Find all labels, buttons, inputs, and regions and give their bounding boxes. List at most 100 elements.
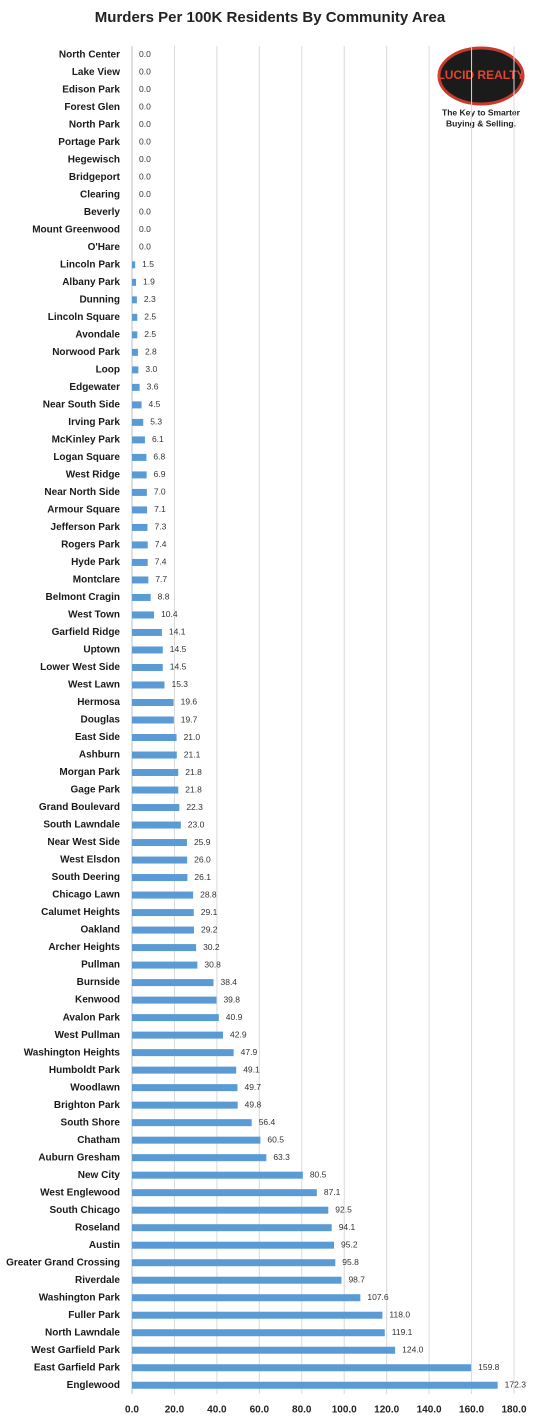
value-label: 119.1 xyxy=(392,1327,413,1337)
y-tick-label: Pullman xyxy=(81,960,120,971)
value-label: 2.5 xyxy=(144,329,156,339)
bar xyxy=(132,418,144,426)
value-label: 30.2 xyxy=(203,942,220,952)
bar xyxy=(132,1241,335,1249)
value-label: 26.0 xyxy=(194,854,211,864)
y-tick-label: Lincoln Square xyxy=(48,312,121,323)
bar xyxy=(132,296,137,304)
y-tick-label: Forest Glen xyxy=(64,102,120,113)
bar xyxy=(132,804,180,812)
value-label: 3.0 xyxy=(145,364,157,374)
y-tick-label: West Town xyxy=(68,610,120,621)
bar xyxy=(132,628,162,636)
bar xyxy=(132,839,187,847)
y-tick-label: West Elsdon xyxy=(60,855,120,866)
bar xyxy=(132,1014,219,1022)
bar xyxy=(132,996,217,1004)
y-tick-label: Hegewisch xyxy=(68,154,120,165)
value-label: 94.1 xyxy=(339,1222,356,1232)
y-tick-label: Burnside xyxy=(77,977,121,988)
y-tick-label: Bridgeport xyxy=(69,172,121,183)
bar xyxy=(132,1154,267,1162)
y-tick-label: Dunning xyxy=(79,294,120,305)
value-label: 95.8 xyxy=(342,1257,359,1267)
y-tick-label: Morgan Park xyxy=(59,767,120,778)
value-label: 15.3 xyxy=(171,679,188,689)
value-label: 6.9 xyxy=(154,469,166,479)
y-tick-label: Chicago Lawn xyxy=(52,890,120,901)
y-tick-label: Irving Park xyxy=(68,417,120,428)
bar xyxy=(132,1119,252,1127)
y-tick-label: Kenwood xyxy=(75,995,120,1006)
value-label: 49.8 xyxy=(245,1099,262,1109)
value-label: 7.4 xyxy=(155,539,167,549)
y-tick-label: West Pullman xyxy=(55,1030,120,1041)
bar xyxy=(132,1136,261,1144)
y-tick-label: Gage Park xyxy=(71,785,121,796)
y-tick-label: Oakland xyxy=(81,925,120,936)
y-tick-label: Jefferson Park xyxy=(51,522,121,533)
value-label: 49.1 xyxy=(243,1064,260,1074)
value-label: 7.3 xyxy=(154,522,166,532)
value-label: 0.0 xyxy=(139,119,151,129)
x-tick-label: 20.0 xyxy=(165,1405,185,1416)
value-label: 172.3 xyxy=(505,1379,527,1389)
y-tick-label: North Park xyxy=(69,119,121,130)
value-label: 47.9 xyxy=(241,1047,258,1057)
value-label: 42.9 xyxy=(230,1029,247,1039)
value-label: 29.1 xyxy=(201,907,218,917)
y-tick-label: Logan Square xyxy=(53,452,120,463)
y-tick-label: Washington Park xyxy=(39,1292,121,1303)
y-tick-label: South Deering xyxy=(52,872,120,883)
y-tick-label: South Shore xyxy=(61,1117,121,1128)
bar xyxy=(132,979,214,987)
y-tick-label: Lake View xyxy=(72,67,120,78)
y-tick-label: Beverly xyxy=(84,207,121,218)
value-label: 0.0 xyxy=(139,172,151,182)
value-label: 21.8 xyxy=(185,784,202,794)
y-tick-label: Uptown xyxy=(83,645,120,656)
value-label: 14.5 xyxy=(170,662,187,672)
bar xyxy=(132,1364,472,1372)
y-tick-label: Douglas xyxy=(81,715,121,726)
value-label: 22.3 xyxy=(186,802,203,812)
bar xyxy=(132,891,194,899)
chart-title: Murders Per 100K Residents By Community … xyxy=(95,9,446,26)
value-label: 95.2 xyxy=(341,1239,358,1249)
bar xyxy=(132,874,188,882)
value-label: 29.2 xyxy=(201,924,218,934)
bar xyxy=(132,331,138,339)
bar xyxy=(132,401,142,409)
value-label: 118.0 xyxy=(389,1309,410,1319)
value-label: 6.1 xyxy=(152,434,164,444)
bar xyxy=(132,1259,336,1267)
value-label: 19.7 xyxy=(181,714,198,724)
value-label: 124.0 xyxy=(402,1344,424,1354)
logo-badge xyxy=(437,46,525,106)
grid xyxy=(131,46,515,1394)
y-tick-label: Near North Side xyxy=(44,487,120,498)
y-tick-label: Edgewater xyxy=(69,382,120,393)
value-label: 80.5 xyxy=(310,1169,327,1179)
y-tick-label: O'Hare xyxy=(88,242,121,253)
value-label: 10.4 xyxy=(161,609,178,619)
x-tick-label: 180.0 xyxy=(501,1405,526,1416)
value-label: 23.0 xyxy=(188,819,205,829)
y-tick-label: Brighton Park xyxy=(54,1100,121,1111)
value-label: 19.6 xyxy=(181,697,198,707)
x-tick-label: 120.0 xyxy=(374,1405,399,1416)
y-tick-label: Grand Boulevard xyxy=(39,802,120,813)
bar xyxy=(132,1294,361,1302)
value-label: 7.1 xyxy=(154,504,166,514)
y-tick-label: Avalon Park xyxy=(63,1012,121,1023)
value-label: 0.0 xyxy=(139,154,151,164)
bar xyxy=(132,348,138,356)
bar xyxy=(132,1311,383,1319)
y-tick-label: Humboldt Park xyxy=(49,1065,121,1076)
value-label: 7.4 xyxy=(155,557,167,567)
x-tick-label: 100.0 xyxy=(332,1405,357,1416)
bar xyxy=(132,1101,238,1109)
y-tick-label: Clearing xyxy=(80,189,120,200)
bar xyxy=(132,471,147,479)
